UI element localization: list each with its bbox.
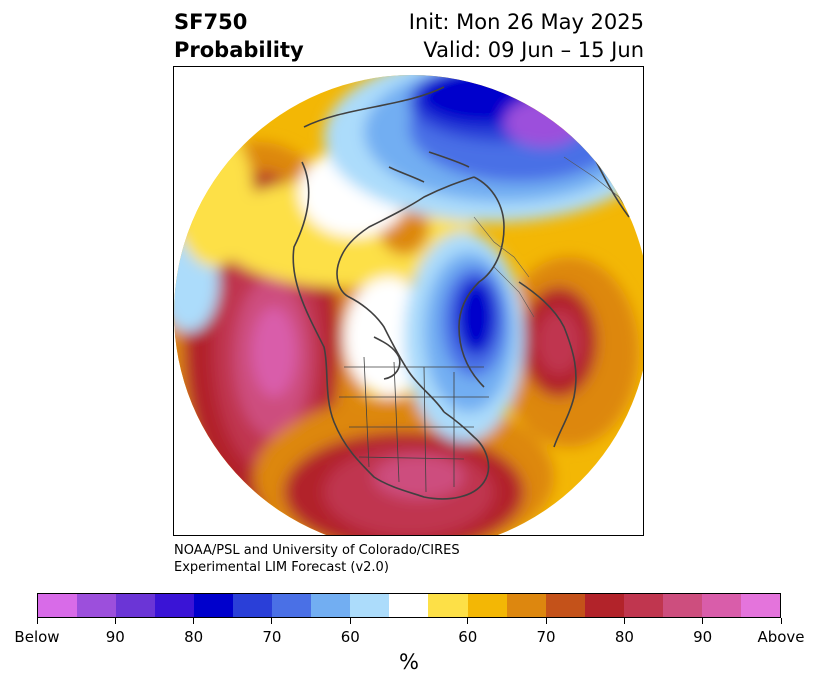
- title-right: Init: Mon 26 May 2025 Valid: 09 Jun – 15…: [409, 8, 644, 64]
- colorbar-tick: [114, 618, 116, 624]
- colorbar-tick: [780, 618, 782, 624]
- pacific-anomaly-95: [252, 307, 296, 397]
- colorbar-tick: [36, 618, 38, 624]
- colorbar-tick-label: Above: [757, 628, 805, 646]
- map-panel: [173, 66, 644, 536]
- colorbar-tick-label: Below: [14, 628, 60, 646]
- colorbar-swatch: [662, 594, 702, 617]
- colorbar-tick: [467, 618, 469, 624]
- subtitle: Probability: [174, 38, 304, 62]
- colorbar-tick: [271, 618, 273, 624]
- colorbar-swatch: [584, 594, 624, 617]
- credit-text: NOAA/PSL and University of Colorado/CIRE…: [174, 542, 460, 576]
- colorbar-tick: [623, 618, 625, 624]
- colorbar-tick: [193, 618, 195, 624]
- colorbar-swatch: [350, 594, 390, 617]
- colorbar-tick-label: 90: [693, 628, 713, 646]
- colorbar-swatch: [701, 594, 741, 617]
- atlantic-anomaly-85: [537, 310, 581, 374]
- colorbar-swatch: [116, 594, 156, 617]
- colorbar-swatch: [467, 594, 507, 617]
- variable-title: SF750: [174, 10, 248, 34]
- colorbar-tick-label: 90: [105, 628, 125, 646]
- colorbar-swatch: [389, 594, 429, 617]
- colorbar-swatch: [194, 594, 234, 617]
- colorbar-tick: [349, 618, 351, 624]
- credit-line-1: NOAA/PSL and University of Colorado/CIRE…: [174, 543, 460, 558]
- colorbar-tick-label: 80: [614, 628, 634, 646]
- colorbar-swatch: [38, 594, 78, 617]
- colorbar-swatch: [506, 594, 546, 617]
- state-borders: [339, 356, 489, 493]
- pacific-fringe: [174, 127, 254, 267]
- colorbar-swatch: [740, 594, 780, 617]
- colorbar-swatch: [233, 594, 273, 617]
- colorbar-swatch: [77, 594, 117, 617]
- colorbar-tick-label: 70: [536, 628, 556, 646]
- credit-line-2: Experimental LIM Forecast (v2.0): [174, 560, 389, 575]
- colorbar-tick: [545, 618, 547, 624]
- colorbar-swatch: [311, 594, 351, 617]
- colorbar: [37, 593, 781, 618]
- colorbar-swatch: [428, 594, 468, 617]
- colorbar-swatch: [623, 594, 663, 617]
- probability-map: [174, 75, 643, 535]
- valid-range: Valid: 09 Jun – 15 Jun: [423, 38, 644, 62]
- colorbar-unit: %: [399, 650, 419, 674]
- colorbar-swatch: [155, 594, 195, 617]
- colorbar-swatch: [272, 594, 312, 617]
- colorbar-tick-label: 70: [262, 628, 282, 646]
- colorbar-swatch: [545, 594, 585, 617]
- colorbar-tick: [702, 618, 704, 624]
- coastlines: [292, 86, 630, 500]
- us-anomaly-90: [374, 455, 464, 499]
- colorbar-tick-label: 80: [184, 628, 204, 646]
- colorbar-tick-label: 60: [340, 628, 360, 646]
- baffin-anomaly-80: [456, 279, 496, 355]
- init-date: Init: Mon 26 May 2025: [408, 10, 644, 34]
- arctic-anomaly-90: [504, 97, 584, 147]
- title-left: SF750 Probability: [174, 8, 304, 64]
- colorbar-tick-label: 60: [458, 628, 478, 646]
